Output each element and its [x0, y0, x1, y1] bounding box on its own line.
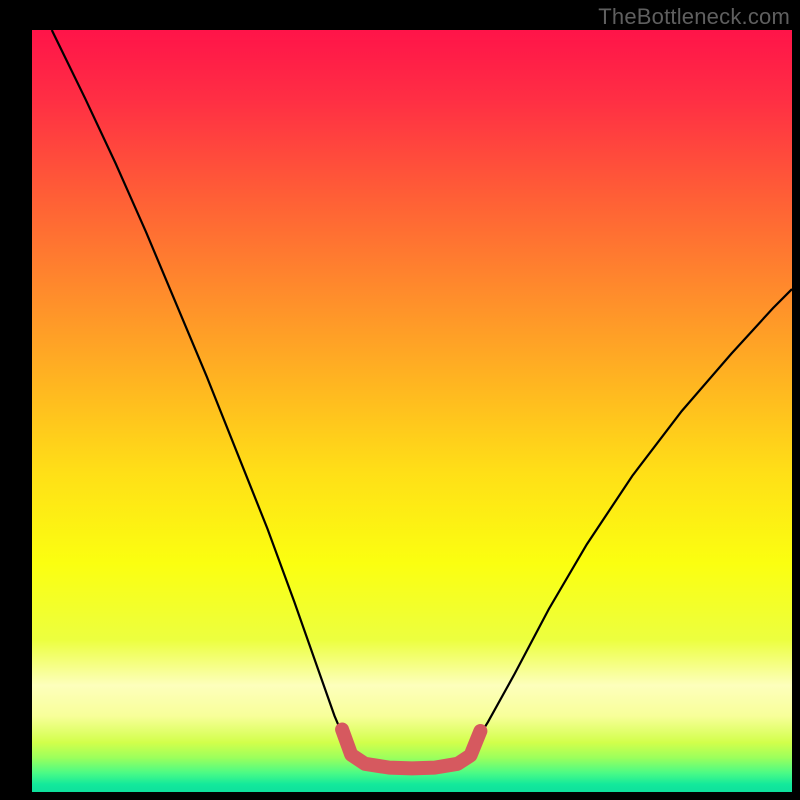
border-left	[0, 0, 32, 800]
bottleneck-chart	[0, 0, 800, 800]
border-right	[792, 0, 800, 800]
border-bottom	[0, 792, 800, 800]
gradient-background	[32, 30, 792, 792]
watermark-text: TheBottleneck.com	[598, 4, 790, 30]
